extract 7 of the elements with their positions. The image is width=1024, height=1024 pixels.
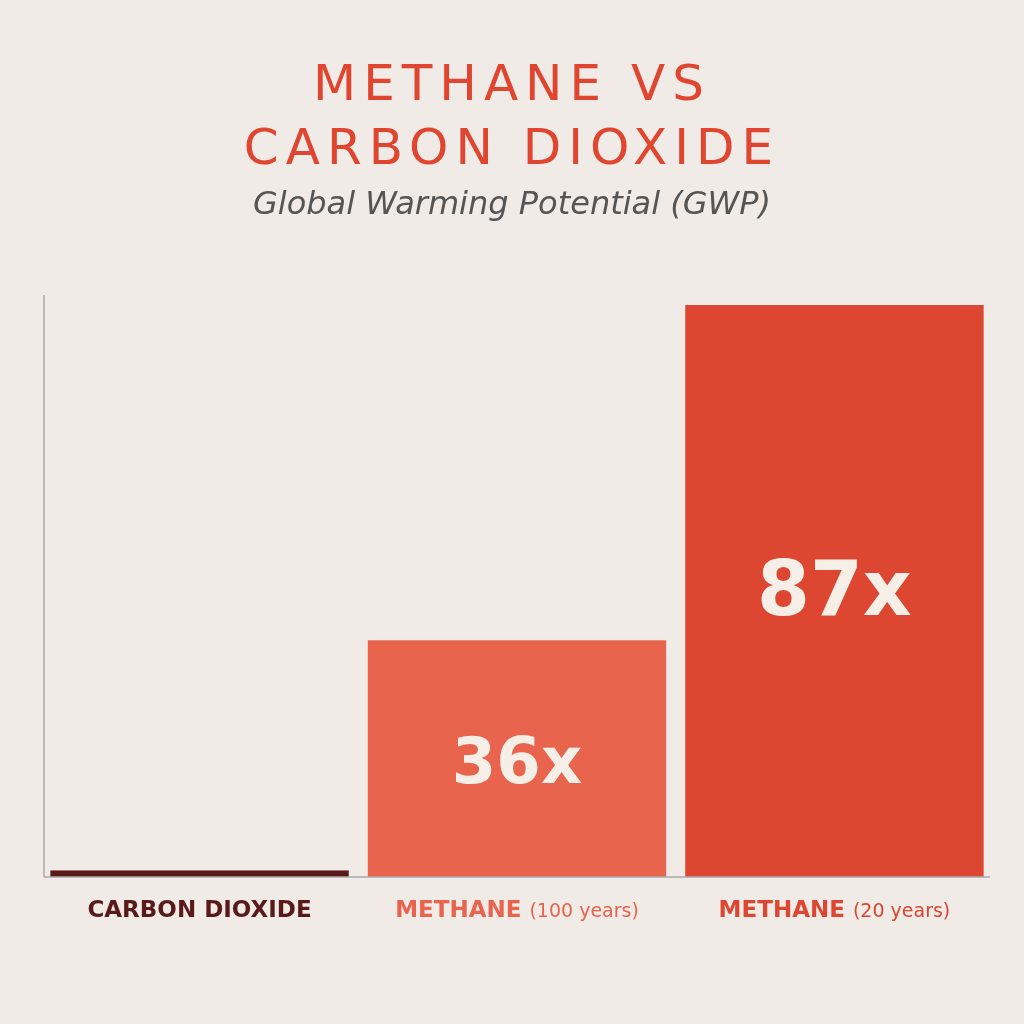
chart-title: METHANE VS CARBON DIOXIDE [243,54,781,176]
x-tick-label: METHANE (20 years) [718,896,951,922]
data-label: 36x [451,723,583,798]
x-tick-label: METHANE (100 years) [395,896,639,922]
chart-subtitle: Global Warming Potential (GWP) [253,184,771,222]
data-label: 87x [757,544,912,633]
x-tick-label: CARBON DIOXIDE [87,896,312,922]
